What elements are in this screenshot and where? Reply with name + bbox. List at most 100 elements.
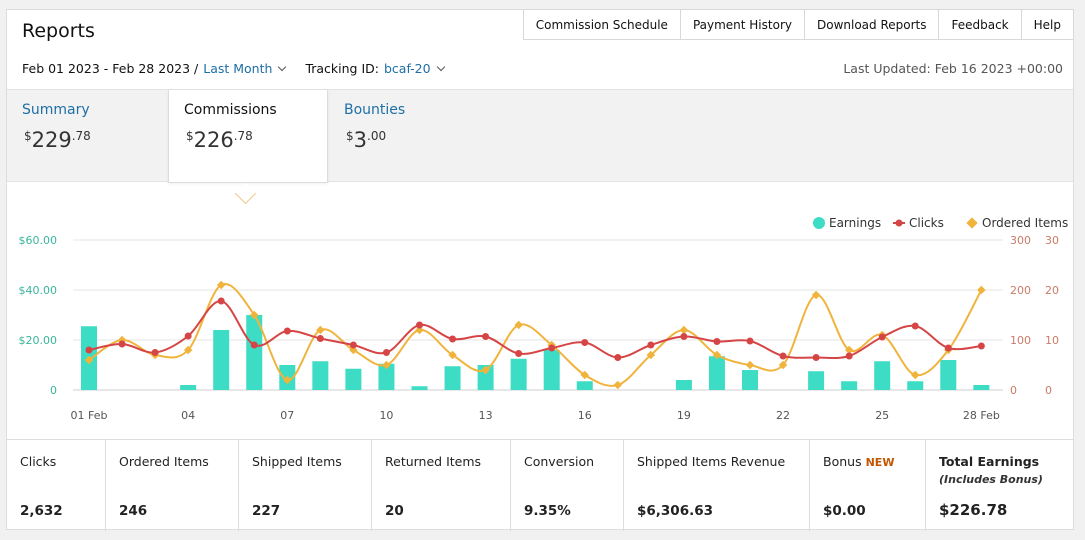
- legend-marker-earnings: [813, 217, 825, 229]
- ordered-items-point[interactable]: [415, 325, 424, 335]
- ordered-items-point[interactable]: [745, 360, 755, 370]
- clicks-point[interactable]: [449, 335, 457, 343]
- earnings-bar[interactable]: [907, 381, 924, 390]
- ordered-items-point[interactable]: [183, 345, 193, 355]
- tab-bounties-amount: $3.00: [346, 128, 387, 152]
- earnings-bar[interactable]: [312, 361, 329, 390]
- earnings-bar[interactable]: [940, 360, 957, 390]
- earnings-bar[interactable]: [510, 358, 527, 390]
- chart-ticks: 0 0 0 $20.00 100 10 $40.00 200 20 $60.00 300 30 01 F…: [19, 234, 1060, 422]
- clicks-point[interactable]: [184, 332, 192, 340]
- period-dropdown-label: Last Month: [203, 61, 273, 76]
- earnings-bar[interactable]: [378, 363, 395, 390]
- ordered-items-point[interactable]: [844, 345, 854, 355]
- ordered-items-point[interactable]: [514, 320, 523, 330]
- ordered-items-point[interactable]: [977, 285, 986, 295]
- legend-label[interactable]: Ordered Items: [982, 216, 1068, 230]
- earnings-bar[interactable]: [213, 330, 230, 390]
- clicks-point[interactable]: [779, 352, 787, 360]
- clicks-point[interactable]: [746, 337, 754, 345]
- earnings-bar[interactable]: [973, 385, 990, 390]
- clicks-point[interactable]: [548, 344, 556, 352]
- clicks-point[interactable]: [382, 349, 390, 356]
- earnings-bar[interactable]: [874, 361, 891, 390]
- ordered-items-line: [88, 282, 983, 387]
- legend-label[interactable]: Earnings: [829, 216, 881, 230]
- earnings-bar[interactable]: [444, 366, 461, 390]
- ordered-items-point[interactable]: [84, 355, 94, 365]
- download-reports-button[interactable]: Download Reports: [804, 9, 940, 40]
- earnings-bar[interactable]: [675, 380, 692, 390]
- ordered-items-point[interactable]: [580, 370, 589, 380]
- ordered-items-point[interactable]: [283, 375, 292, 385]
- chevron-down-icon: [436, 62, 445, 72]
- clicks-point[interactable]: [944, 344, 952, 352]
- tracking-id-dropdown[interactable]: bcaf-20: [384, 61, 445, 76]
- ordered-items-point[interactable]: [349, 345, 358, 355]
- clicks-point[interactable]: [85, 346, 93, 354]
- tab-summary-amount: $229.78: [24, 128, 91, 152]
- help-button[interactable]: Help: [1021, 9, 1074, 40]
- earnings-bar[interactable]: [180, 385, 197, 390]
- earnings-bar[interactable]: [246, 315, 263, 390]
- ordered-items-point[interactable]: [481, 365, 490, 375]
- ordered-items-point[interactable]: [679, 325, 689, 335]
- clicks-point[interactable]: [151, 349, 159, 356]
- ordered-items-point[interactable]: [646, 350, 656, 360]
- y-items-tick-label: 20: [1045, 284, 1059, 297]
- ordered-items-point[interactable]: [911, 370, 920, 380]
- tab-summary[interactable]: Summary $229.78: [7, 90, 168, 180]
- earnings-bar[interactable]: [543, 350, 560, 390]
- earnings-bar[interactable]: [708, 356, 725, 390]
- legend-label[interactable]: Clicks: [909, 216, 944, 230]
- ordered-items-point[interactable]: [448, 350, 457, 360]
- earnings-bar[interactable]: [841, 381, 858, 390]
- clicks-point[interactable]: [680, 333, 688, 340]
- ordered-items-point[interactable]: [382, 360, 391, 370]
- clicks-point[interactable]: [977, 342, 985, 350]
- clicks-point[interactable]: [515, 350, 523, 357]
- ordered-items-point[interactable]: [250, 310, 259, 320]
- ordered-items-point[interactable]: [316, 325, 325, 335]
- date-range-text: Feb 01 2023 - Feb 28 2023 /: [22, 61, 199, 76]
- clicks-point[interactable]: [217, 297, 225, 305]
- clicks-point[interactable]: [416, 321, 423, 329]
- x-tick-label: 25: [875, 409, 889, 422]
- stat-value: 9.35%: [524, 503, 571, 519]
- tab-bounties[interactable]: Bounties $3.00: [329, 90, 489, 180]
- ordered-items-point[interactable]: [216, 280, 226, 290]
- y-clicks-tick-label: 200: [1010, 284, 1031, 297]
- clicks-point[interactable]: [118, 340, 126, 348]
- earnings-bar[interactable]: [576, 381, 593, 390]
- stat-clicks: Clicks 2,632: [7, 440, 106, 531]
- clicks-point[interactable]: [878, 333, 886, 341]
- clicks-point[interactable]: [316, 335, 324, 342]
- clicks-point[interactable]: [250, 341, 258, 349]
- x-tick-label: 19: [677, 409, 691, 422]
- clicks-point[interactable]: [581, 339, 589, 346]
- feedback-button[interactable]: Feedback: [939, 9, 1022, 40]
- earnings-bar[interactable]: [411, 386, 428, 390]
- ordered-items-point[interactable]: [778, 360, 788, 370]
- commission-schedule-button[interactable]: Commission Schedule: [522, 9, 681, 40]
- clicks-point[interactable]: [614, 354, 622, 361]
- ordered-items-point[interactable]: [712, 350, 722, 360]
- earnings-bar[interactable]: [808, 371, 825, 390]
- earnings-bar[interactable]: [742, 370, 758, 390]
- period-dropdown[interactable]: Last Month: [203, 61, 287, 76]
- clicks-point[interactable]: [812, 354, 820, 361]
- clicks-point[interactable]: [647, 341, 655, 349]
- ordered-items-point[interactable]: [613, 380, 623, 390]
- clicks-point[interactable]: [482, 333, 490, 340]
- clicks-point[interactable]: [283, 327, 291, 335]
- chart-grid: [73, 239, 1003, 391]
- tab-commissions[interactable]: Commissions $226.78: [168, 90, 328, 183]
- clicks-point[interactable]: [845, 352, 853, 360]
- clicks-point[interactable]: [911, 322, 919, 330]
- stat-label: Ordered Items: [119, 454, 209, 469]
- clicks-point[interactable]: [713, 338, 721, 345]
- payment-history-button[interactable]: Payment History: [680, 9, 805, 40]
- earnings-bar[interactable]: [345, 368, 362, 390]
- clicks-point[interactable]: [349, 341, 357, 349]
- ordered-items-point[interactable]: [811, 290, 821, 300]
